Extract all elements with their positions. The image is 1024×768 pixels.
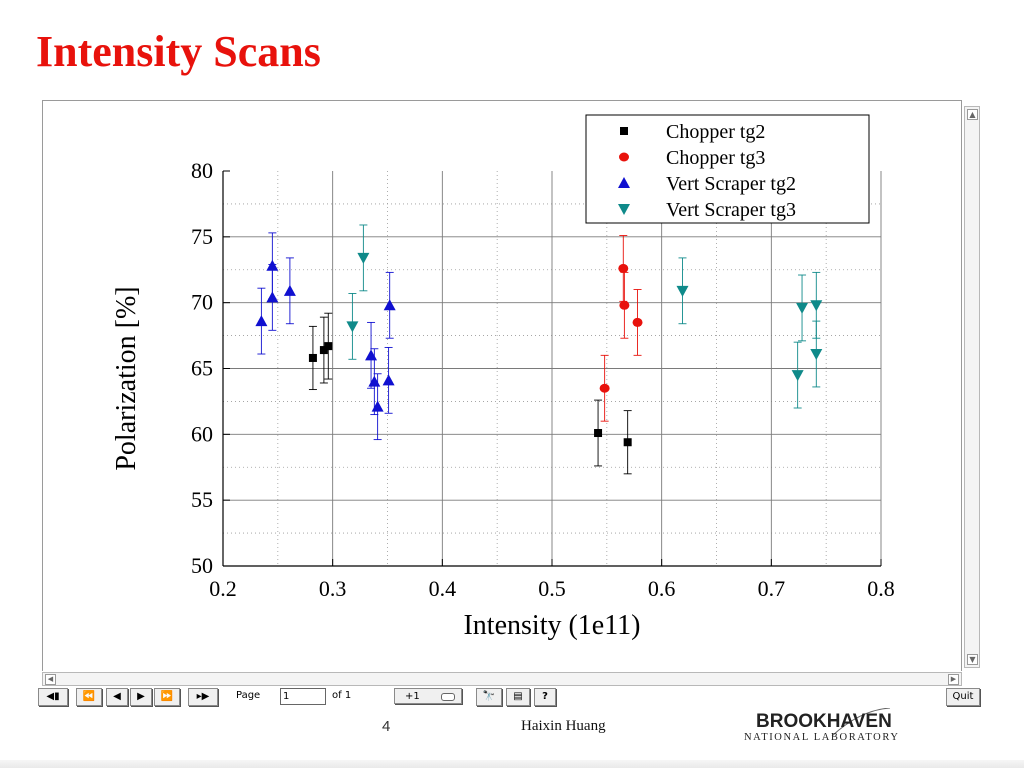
forward-button[interactable]: ▸▶ [188, 688, 218, 706]
vert-scraper-tg3-point [810, 300, 823, 312]
brookhaven-logo: BROOKHAVEN NATIONAL LABORATORY [740, 708, 940, 748]
binoculars-icon: 🔭 [482, 691, 496, 702]
legend-box [585, 114, 870, 224]
first-page-button[interactable]: ⏪ [76, 688, 102, 706]
page-label: Page [236, 690, 261, 701]
vert-scraper-tg2-point [368, 375, 381, 387]
y-tick-label: 70 [191, 290, 213, 315]
vert-scraper-tg2-point [383, 299, 396, 311]
vert-scraper-tg3-point [346, 321, 359, 333]
zoom-step-control[interactable]: +1 [394, 688, 462, 704]
vert-scraper-tg3-point [676, 285, 689, 297]
print-button[interactable]: ▤ [506, 688, 530, 706]
chopper-tg3-point [618, 263, 629, 273]
scroll-left-icon[interactable]: ◀ [45, 674, 56, 685]
viewer-toolbar: ◀▮ ⏪ ◀ ▶ ⏩ ▸▶ Page 1 of 1 +1 🔭 ▤ ? Quit [38, 687, 983, 709]
x-tick-label: 0.8 [867, 576, 895, 601]
slide-number: 4 [382, 718, 391, 735]
document-viewer: 0.2 0.3 0.4 0.5 0.6 0.7 0.8 50 55 60 65 70 75 80 Inten… [38, 100, 980, 690]
prev-page-icon: ◀ [113, 691, 121, 702]
prev-page-button[interactable]: ◀ [106, 688, 128, 706]
back-button[interactable]: ◀▮ [38, 688, 68, 706]
y-tick-label: 50 [191, 553, 213, 578]
viewer-frame: 0.2 0.3 0.4 0.5 0.6 0.7 0.8 50 55 60 65 70 75 80 Inten… [42, 100, 962, 671]
legend-label: Chopper tg2 [666, 121, 765, 143]
y-tick-label: 55 [191, 487, 213, 512]
vert-scraper-tg3-point [810, 349, 823, 361]
logo-subtitle: NATIONAL LABORATORY [744, 732, 900, 743]
footer-bar [0, 760, 1024, 768]
quit-button[interactable]: Quit [946, 688, 980, 706]
scroll-down-icon[interactable]: ▼ [967, 654, 978, 665]
chopper-tg3-point [632, 317, 643, 327]
chopper-tg3-point [599, 383, 610, 393]
scroll-up-icon[interactable]: ▲ [967, 109, 978, 120]
y-tick-label: 60 [191, 421, 213, 446]
logo-swoosh-icon [831, 708, 891, 737]
x-tick-label: 0.6 [648, 576, 676, 601]
back-icon: ◀▮ [46, 691, 60, 702]
y-tick-label: 80 [191, 158, 213, 183]
first-page-icon: ⏪ [82, 691, 96, 702]
chopper-tg2-point [324, 342, 333, 351]
legend-marker [618, 177, 630, 188]
vert-scraper-tg2-point [266, 291, 279, 303]
vert-scraper-tg3-point [791, 370, 804, 382]
chopper-tg2-point [594, 429, 603, 438]
x-tick-label: 0.2 [209, 576, 237, 601]
find-button[interactable]: 🔭 [476, 688, 502, 706]
legend-marker [618, 204, 630, 215]
legend-marker [619, 152, 629, 162]
horizontal-scrollbar[interactable]: ◀ ▶ [42, 672, 962, 686]
page-count-label: of 1 [332, 690, 352, 701]
vertical-scrollbar[interactable]: ▲ ▼ [964, 106, 980, 668]
chopper-tg2-point [623, 438, 632, 447]
legend-marker [620, 127, 628, 135]
vert-scraper-tg2-point [365, 349, 378, 361]
scroll-right-icon[interactable]: ▶ [948, 674, 959, 685]
x-axis-label: Intensity (1e11) [463, 610, 640, 641]
author-name: Haixin Huang [521, 718, 606, 734]
x-tick-label: 0.3 [319, 576, 347, 601]
vert-scraper-tg2-point [255, 315, 268, 327]
next-page-button[interactable]: ▶ [130, 688, 152, 706]
x-tick-label: 0.4 [429, 576, 457, 601]
chopper-tg2-point [319, 346, 328, 355]
chopper-tg2-point [308, 353, 317, 362]
vert-scraper-tg3-point [357, 252, 370, 264]
chopper-tg3-point [619, 300, 630, 310]
next-page-icon: ▶ [137, 691, 145, 702]
vert-scraper-tg3-point [796, 302, 809, 314]
logo-name: BROOKHAVEN [756, 711, 892, 732]
legend-label: Vert Scraper tg3 [666, 199, 796, 221]
legend-label: Vert Scraper tg2 [666, 173, 796, 195]
slide-title: Intensity Scans [36, 27, 321, 76]
page-number-input[interactable]: 1 [280, 688, 326, 705]
legend-label: Chopper tg3 [666, 147, 765, 169]
zoom-slider-icon [441, 693, 455, 701]
x-tick-label: 0.5 [538, 576, 566, 601]
vert-scraper-tg2-point [283, 284, 296, 296]
forward-icon: ▸▶ [196, 691, 210, 702]
y-tick-label: 75 [191, 224, 213, 249]
y-axis-label: Polarization [%] [111, 286, 142, 470]
zoom-step-value: +1 [405, 691, 420, 702]
last-page-button[interactable]: ⏩ [154, 688, 180, 706]
help-button[interactable]: ? [534, 688, 556, 706]
vert-scraper-tg2-point [371, 400, 384, 412]
y-tick-label: 65 [191, 356, 213, 381]
vert-scraper-tg2-point [382, 374, 395, 386]
polarization-chart: 0.2 0.3 0.4 0.5 0.6 0.7 0.8 50 55 60 65 70 75 80 Inten… [111, 114, 895, 641]
last-page-icon: ⏩ [160, 691, 174, 702]
printer-icon: ▤ [513, 691, 523, 702]
x-tick-label: 0.7 [758, 576, 786, 601]
